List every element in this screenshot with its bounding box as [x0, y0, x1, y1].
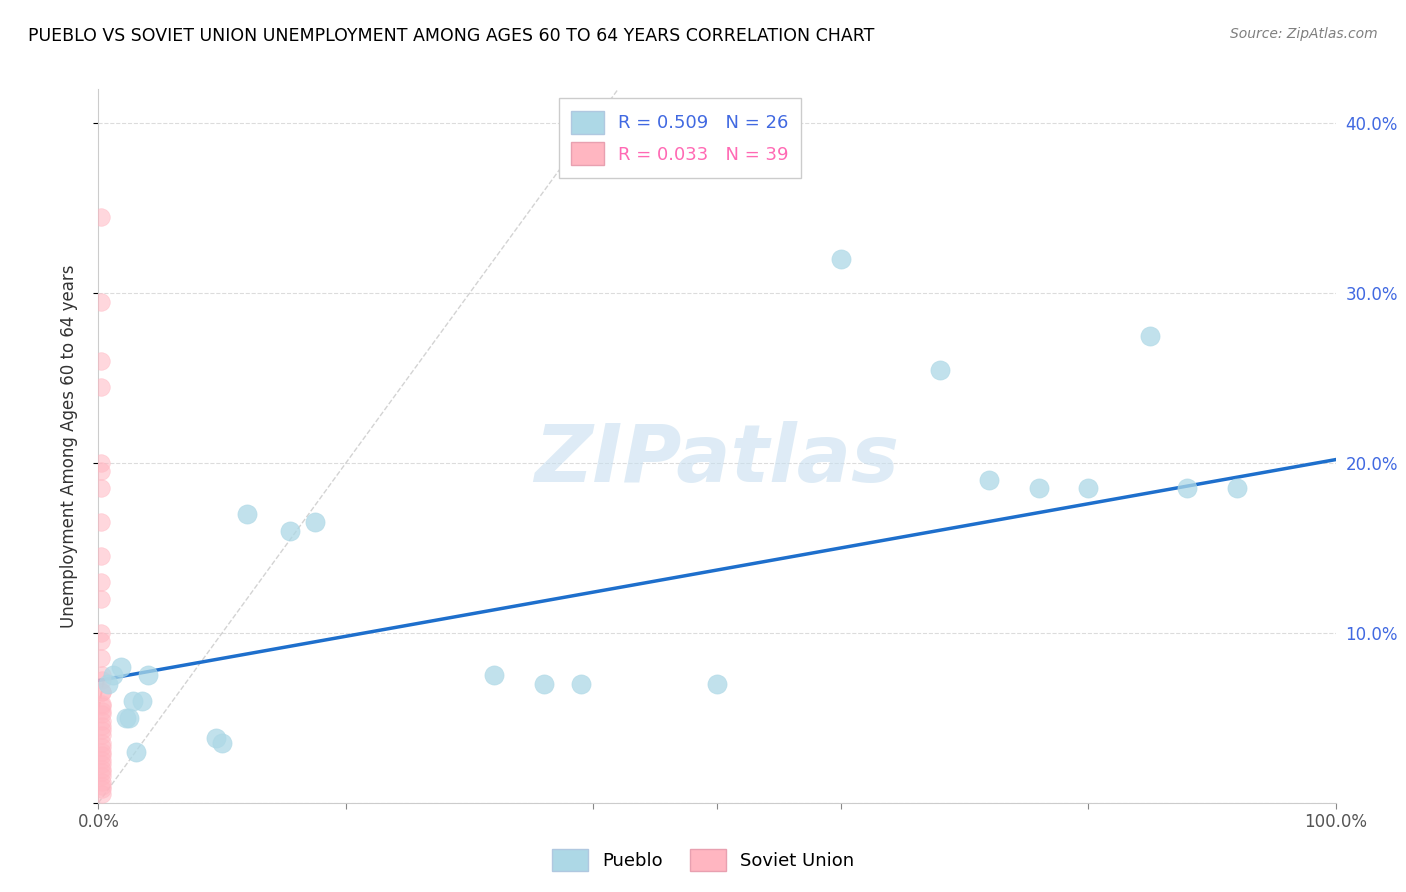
Point: [1175, 482, 1198, 496]
Point: [706, 677, 728, 691]
Point: [90, 549, 112, 564]
Point: [90, 456, 112, 470]
Point: [91, 728, 114, 742]
Point: [278, 524, 301, 538]
Point: [91, 698, 114, 713]
Point: [91, 736, 114, 750]
Point: [91, 787, 114, 801]
Point: [830, 252, 852, 266]
Point: [91, 714, 114, 729]
Point: [136, 668, 159, 682]
Point: [533, 677, 555, 691]
Point: [90, 634, 112, 648]
Point: [91, 704, 114, 718]
Point: [131, 694, 153, 708]
Point: [114, 711, 136, 725]
Point: [103, 668, 125, 682]
Text: PUEBLO VS SOVIET UNION UNEMPLOYMENT AMONG AGES 60 TO 64 YEARS CORRELATION CHART: PUEBLO VS SOVIET UNION UNEMPLOYMENT AMON…: [28, 27, 875, 45]
Point: [91, 673, 114, 688]
Point: [91, 765, 114, 780]
Point: [110, 660, 132, 674]
Point: [928, 362, 950, 376]
Point: [569, 677, 592, 691]
Point: [1077, 482, 1099, 496]
Point: [91, 775, 114, 789]
Point: [205, 731, 228, 746]
Point: [91, 769, 114, 783]
Point: [91, 762, 114, 776]
Point: [211, 736, 233, 750]
Point: [97, 677, 120, 691]
Point: [91, 685, 114, 699]
Legend: R = 0.509   N = 26, R = 0.033   N = 39: R = 0.509 N = 26, R = 0.033 N = 39: [558, 98, 801, 178]
Point: [90, 591, 112, 606]
Point: [91, 739, 114, 754]
Point: [304, 516, 326, 530]
Point: [90, 294, 112, 309]
Point: [122, 694, 145, 708]
Point: [91, 698, 114, 712]
Point: [90, 626, 112, 640]
Point: [90, 465, 112, 479]
Point: [484, 668, 506, 682]
Point: [236, 507, 259, 521]
Point: [91, 748, 114, 763]
Point: [91, 668, 114, 682]
Point: [979, 473, 1001, 487]
Point: [124, 745, 146, 759]
Point: [91, 723, 114, 737]
Y-axis label: Unemployment Among Ages 60 to 64 years: Unemployment Among Ages 60 to 64 years: [59, 264, 77, 628]
Point: [90, 379, 112, 393]
Point: [90, 482, 112, 496]
Point: [91, 753, 114, 767]
Point: [91, 719, 114, 733]
Point: [90, 210, 112, 224]
Point: [91, 756, 114, 771]
Text: ZIPatlas: ZIPatlas: [534, 421, 900, 500]
Legend: Pueblo, Soviet Union: Pueblo, Soviet Union: [544, 842, 862, 879]
Point: [1139, 328, 1161, 343]
Point: [91, 685, 114, 699]
Point: [91, 779, 114, 793]
Text: Source: ZipAtlas.com: Source: ZipAtlas.com: [1230, 27, 1378, 41]
Point: [90, 651, 112, 665]
Point: [118, 711, 141, 725]
Point: [90, 516, 112, 530]
Point: [90, 354, 112, 368]
Point: [90, 574, 112, 589]
Point: [91, 782, 114, 797]
Point: [1226, 482, 1249, 496]
Point: [91, 707, 114, 722]
Point: [91, 745, 114, 759]
Point: [1028, 482, 1050, 496]
